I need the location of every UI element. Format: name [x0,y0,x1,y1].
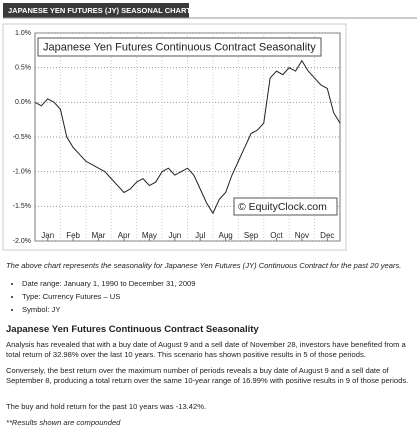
x-tick-label: Sep [244,231,259,240]
caption: The above chart represents the seasonali… [6,261,402,270]
x-tick-label: Jan [41,231,54,240]
x-tick-label: May [142,231,157,240]
detail-item: Date range: January 1, 1990 to December … [22,279,420,289]
x-tick-label: Feb [66,231,80,240]
y-tick-label: -0.5% [13,134,31,141]
series-line [34,59,341,215]
x-tick-label: Jul [195,231,205,240]
x-tick-label: Dec [320,231,334,240]
y-tick-label: 0.5% [15,65,31,72]
details-list: Date range: January 1, 1990 to December … [6,279,420,318]
detail-item: Symbol: JY [22,305,420,315]
watermark-box [233,197,338,216]
x-tick-label: Oct [270,231,283,240]
y-tick-label: 0.0% [15,99,31,106]
x-tick-label: Nov [295,231,309,240]
watermark: © EquityClock.com [238,201,327,213]
title-box [37,37,322,57]
paragraph: Conversely, the best return over the max… [6,366,409,385]
x-tick-label: Jun [168,231,181,240]
y-tick-label: 1.0% [15,30,31,37]
x-tick-label: Aug [219,231,233,240]
paragraph: The buy and hold return for the past 10 … [6,402,207,411]
header-title: JAPANESE YEN FUTURES (JY) SEASONAL CHART [8,6,191,15]
x-tick-label: Apr [118,231,131,240]
y-tick-label: -1.0% [13,169,31,176]
header-bar [3,3,189,18]
y-tick-label: -1.5% [13,203,31,210]
section-heading: Japanese Yen Futures Continuous Contract… [6,324,259,335]
y-tick-label: -2.0% [13,238,31,245]
paragraph: Analysis has revealed that with a buy da… [6,340,406,359]
chart: JAPANESE YEN FUTURES (JY) SEASONAL CHART… [2,3,417,251]
footnote: **Results shown are compounded [6,418,121,427]
chart-title: Japanese Yen Futures Continuous Contract… [43,41,316,53]
detail-item: Type: Currency Futures – US [22,292,420,302]
x-tick-label: Mar [92,231,106,240]
